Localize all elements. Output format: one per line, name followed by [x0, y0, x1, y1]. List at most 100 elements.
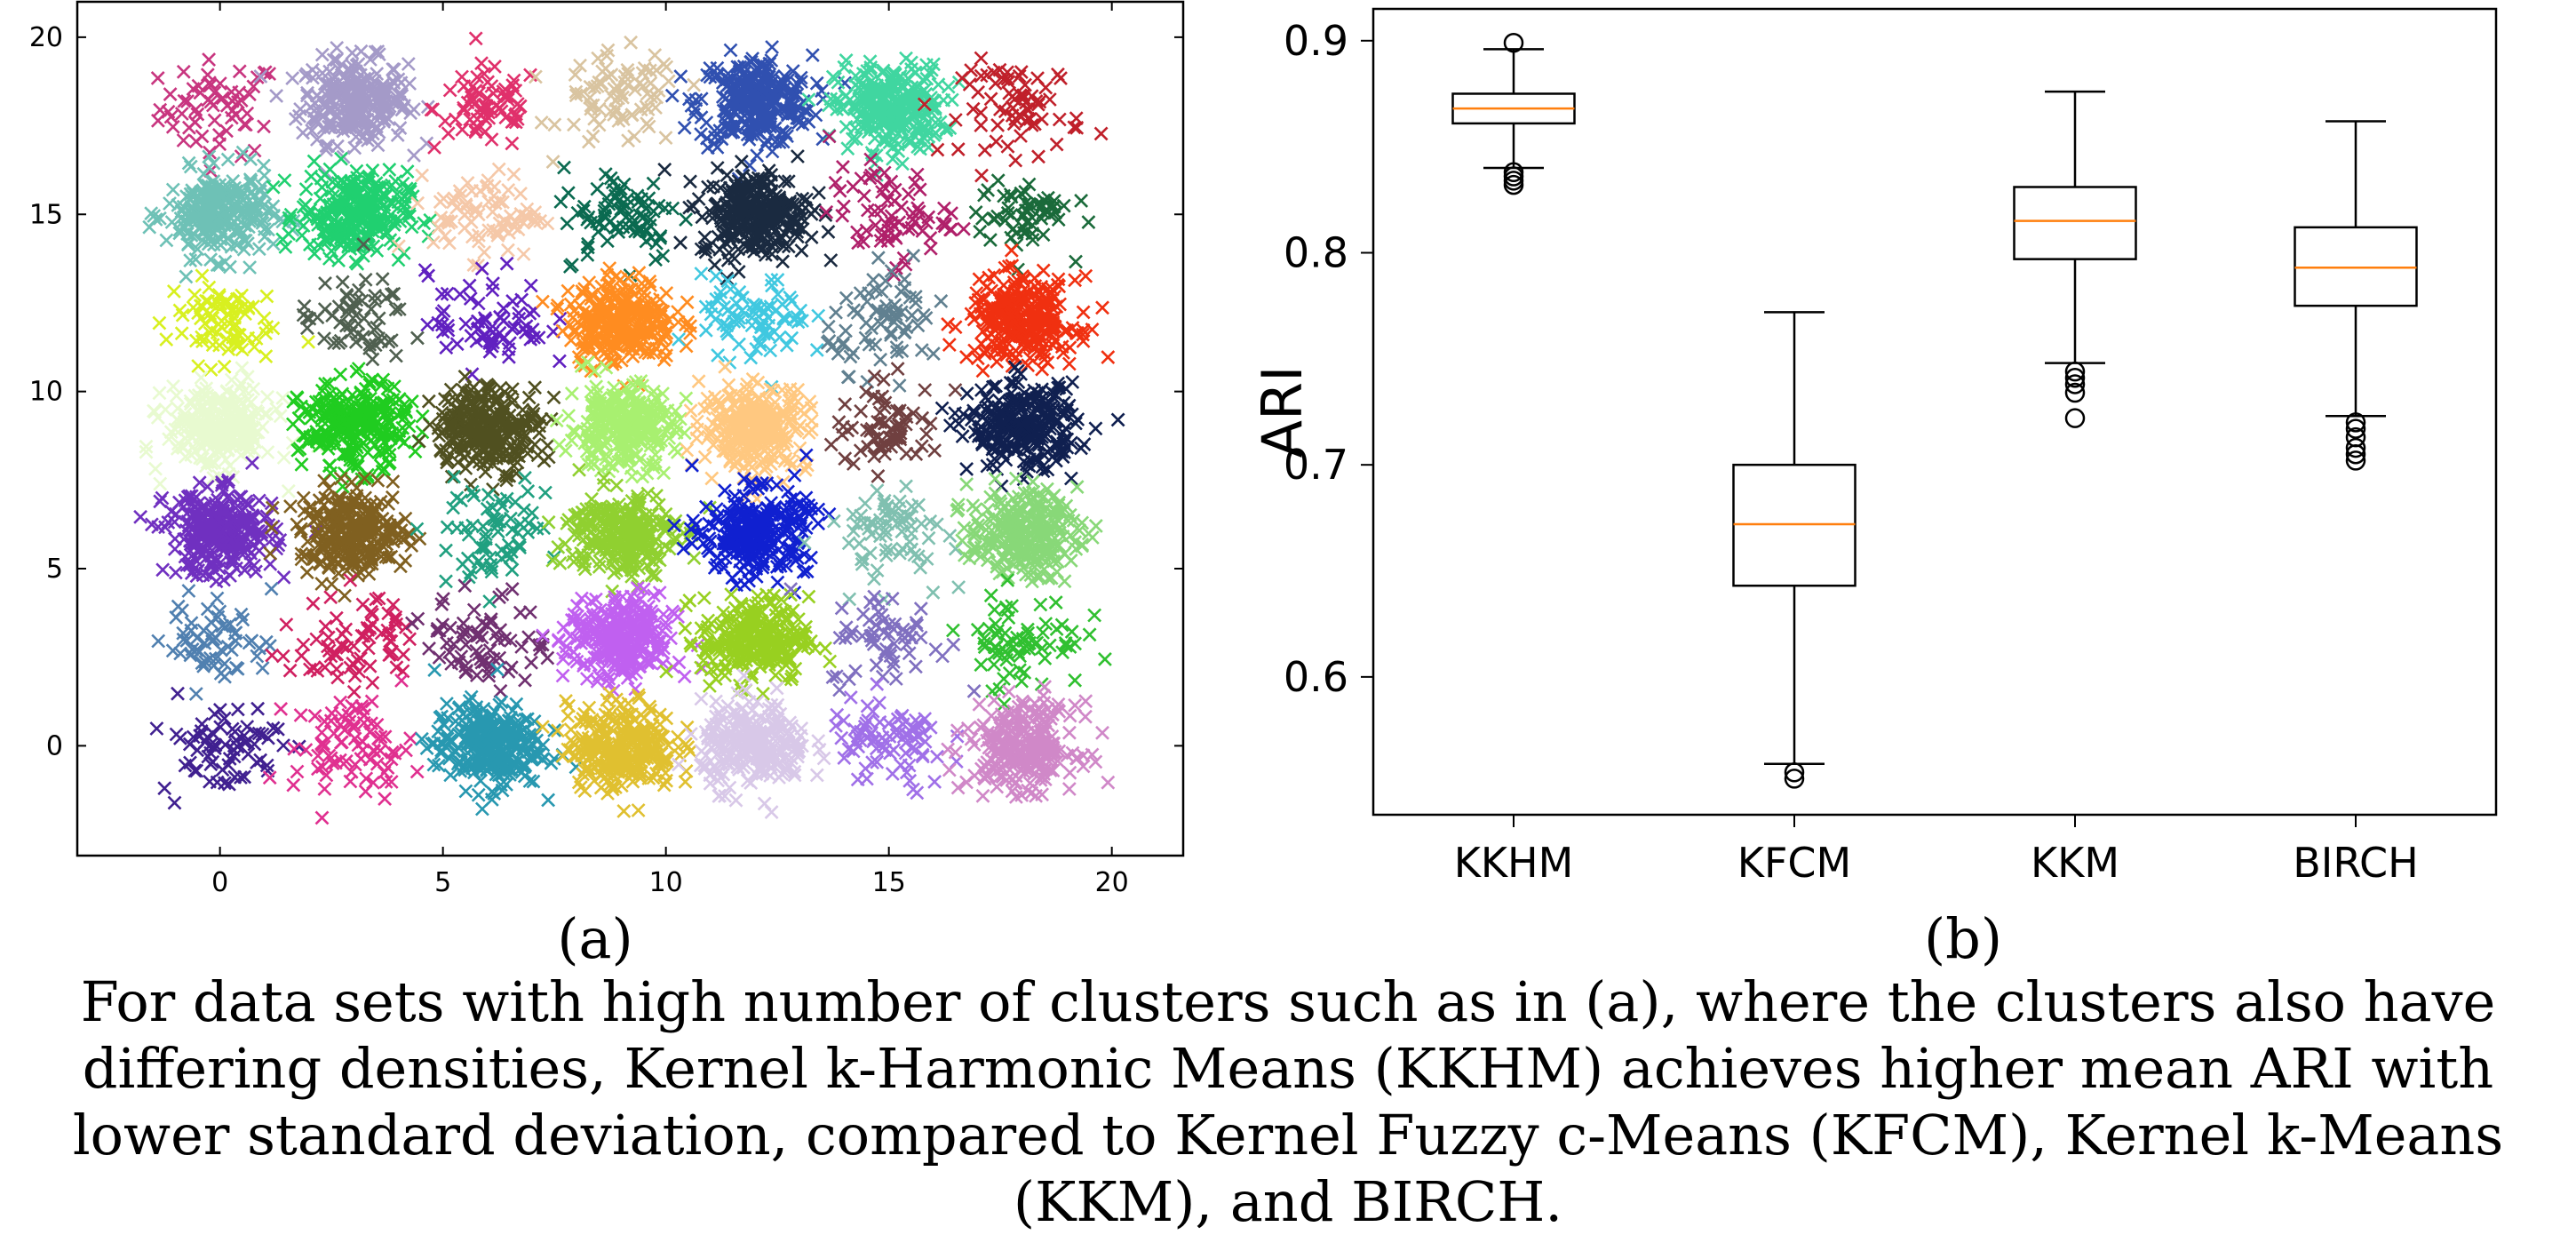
scatter-point	[831, 75, 846, 90]
scatter-point	[202, 52, 217, 68]
scatter-point	[884, 328, 898, 343]
scatter-point	[269, 88, 284, 103]
scatter-point	[420, 317, 435, 332]
scatter-point	[822, 98, 836, 113]
scatter-point	[494, 104, 509, 119]
scatter-point	[433, 195, 448, 210]
scatter-point	[614, 86, 629, 101]
scatter-point	[375, 272, 390, 287]
scatter-point	[735, 168, 751, 183]
scatter-point	[975, 363, 990, 378]
scatter-point	[649, 90, 664, 105]
scatter-point	[309, 132, 324, 147]
scatter-point	[697, 450, 712, 465]
scatter-point	[324, 103, 339, 118]
scatter-point	[974, 118, 989, 133]
scatter-point	[371, 47, 386, 62]
scatter-point	[791, 115, 807, 130]
scatter-point	[1093, 126, 1109, 141]
scatter-point	[516, 247, 531, 261]
scatter-point	[690, 422, 704, 437]
scatter-point	[513, 186, 528, 201]
scatter-point	[294, 457, 309, 472]
scatter-point	[765, 40, 780, 54]
scatter-points	[133, 31, 1125, 825]
scatter-point	[926, 57, 941, 72]
scatter-point	[694, 267, 709, 281]
scatter-point	[390, 128, 405, 143]
scatter-point	[335, 101, 350, 116]
scatter-point	[775, 124, 791, 139]
scatter-point	[301, 334, 316, 349]
cluster-7	[142, 145, 306, 284]
scatter-point	[839, 291, 854, 306]
scatter-point	[646, 176, 661, 191]
scatter-point	[920, 116, 935, 130]
scatter-point	[926, 347, 941, 362]
scatter-point	[694, 127, 709, 142]
scatter-point	[242, 87, 257, 102]
scatter-point	[755, 118, 770, 133]
cluster-19	[820, 248, 949, 393]
scatter-point	[809, 76, 824, 91]
scatter-point	[1095, 300, 1109, 315]
scatter-point	[203, 363, 219, 378]
scatter-point	[627, 129, 641, 144]
scatter-point	[220, 152, 235, 167]
scatter-point	[873, 352, 888, 367]
scatter-point	[848, 77, 863, 92]
scatter-point	[212, 137, 227, 152]
scatter-point	[839, 323, 853, 339]
scatter-point	[528, 69, 543, 84]
scatter-point	[974, 168, 989, 183]
scatter-point	[342, 118, 357, 133]
scatter-point	[719, 91, 734, 106]
scatter-point	[510, 97, 525, 111]
scatter-point	[176, 133, 191, 147]
scatter-point	[247, 339, 262, 355]
scatter-point	[382, 162, 397, 177]
scatter-point	[698, 299, 713, 315]
scatter-point	[866, 272, 881, 287]
cluster-2	[424, 31, 537, 155]
scatter-point	[955, 429, 970, 444]
scatter-point	[530, 448, 545, 463]
scatter-point	[1035, 362, 1050, 377]
scatter-point	[587, 80, 602, 95]
scatter-point	[908, 65, 923, 80]
scatter-point	[176, 64, 191, 79]
scatter-point	[603, 171, 618, 186]
scatter-point	[155, 562, 171, 578]
scatter-point	[501, 182, 516, 197]
scatter-point	[641, 119, 656, 134]
scatter-point	[331, 253, 346, 268]
scatter-point	[1101, 350, 1116, 365]
scatter-point	[986, 211, 1001, 227]
scatter-point	[458, 316, 473, 331]
scatter-point	[1004, 230, 1019, 245]
scatter-point	[743, 158, 757, 173]
scatter-point	[790, 149, 805, 163]
scatter-point	[921, 139, 936, 155]
scatter-point	[442, 83, 457, 98]
scatter-point	[901, 187, 916, 202]
scatter-point	[776, 82, 791, 96]
scatter-point	[276, 570, 291, 585]
scatter-point	[425, 235, 441, 250]
scatter-point	[1008, 153, 1023, 168]
scatter-point	[942, 418, 958, 433]
scatter-point	[643, 76, 658, 91]
scatter-point	[793, 70, 808, 85]
scatter-point	[983, 92, 998, 107]
scatter-point	[501, 349, 516, 364]
scatter-point	[750, 148, 765, 163]
scatter-point	[318, 275, 332, 291]
scatter-point	[777, 68, 791, 84]
scatter-point	[564, 386, 579, 401]
scatter-point	[737, 108, 752, 123]
scatter-point	[962, 77, 977, 92]
scatter-point	[148, 461, 163, 476]
scatter-point	[500, 243, 515, 258]
scatter-point	[276, 450, 291, 465]
scatter-point	[821, 224, 836, 239]
